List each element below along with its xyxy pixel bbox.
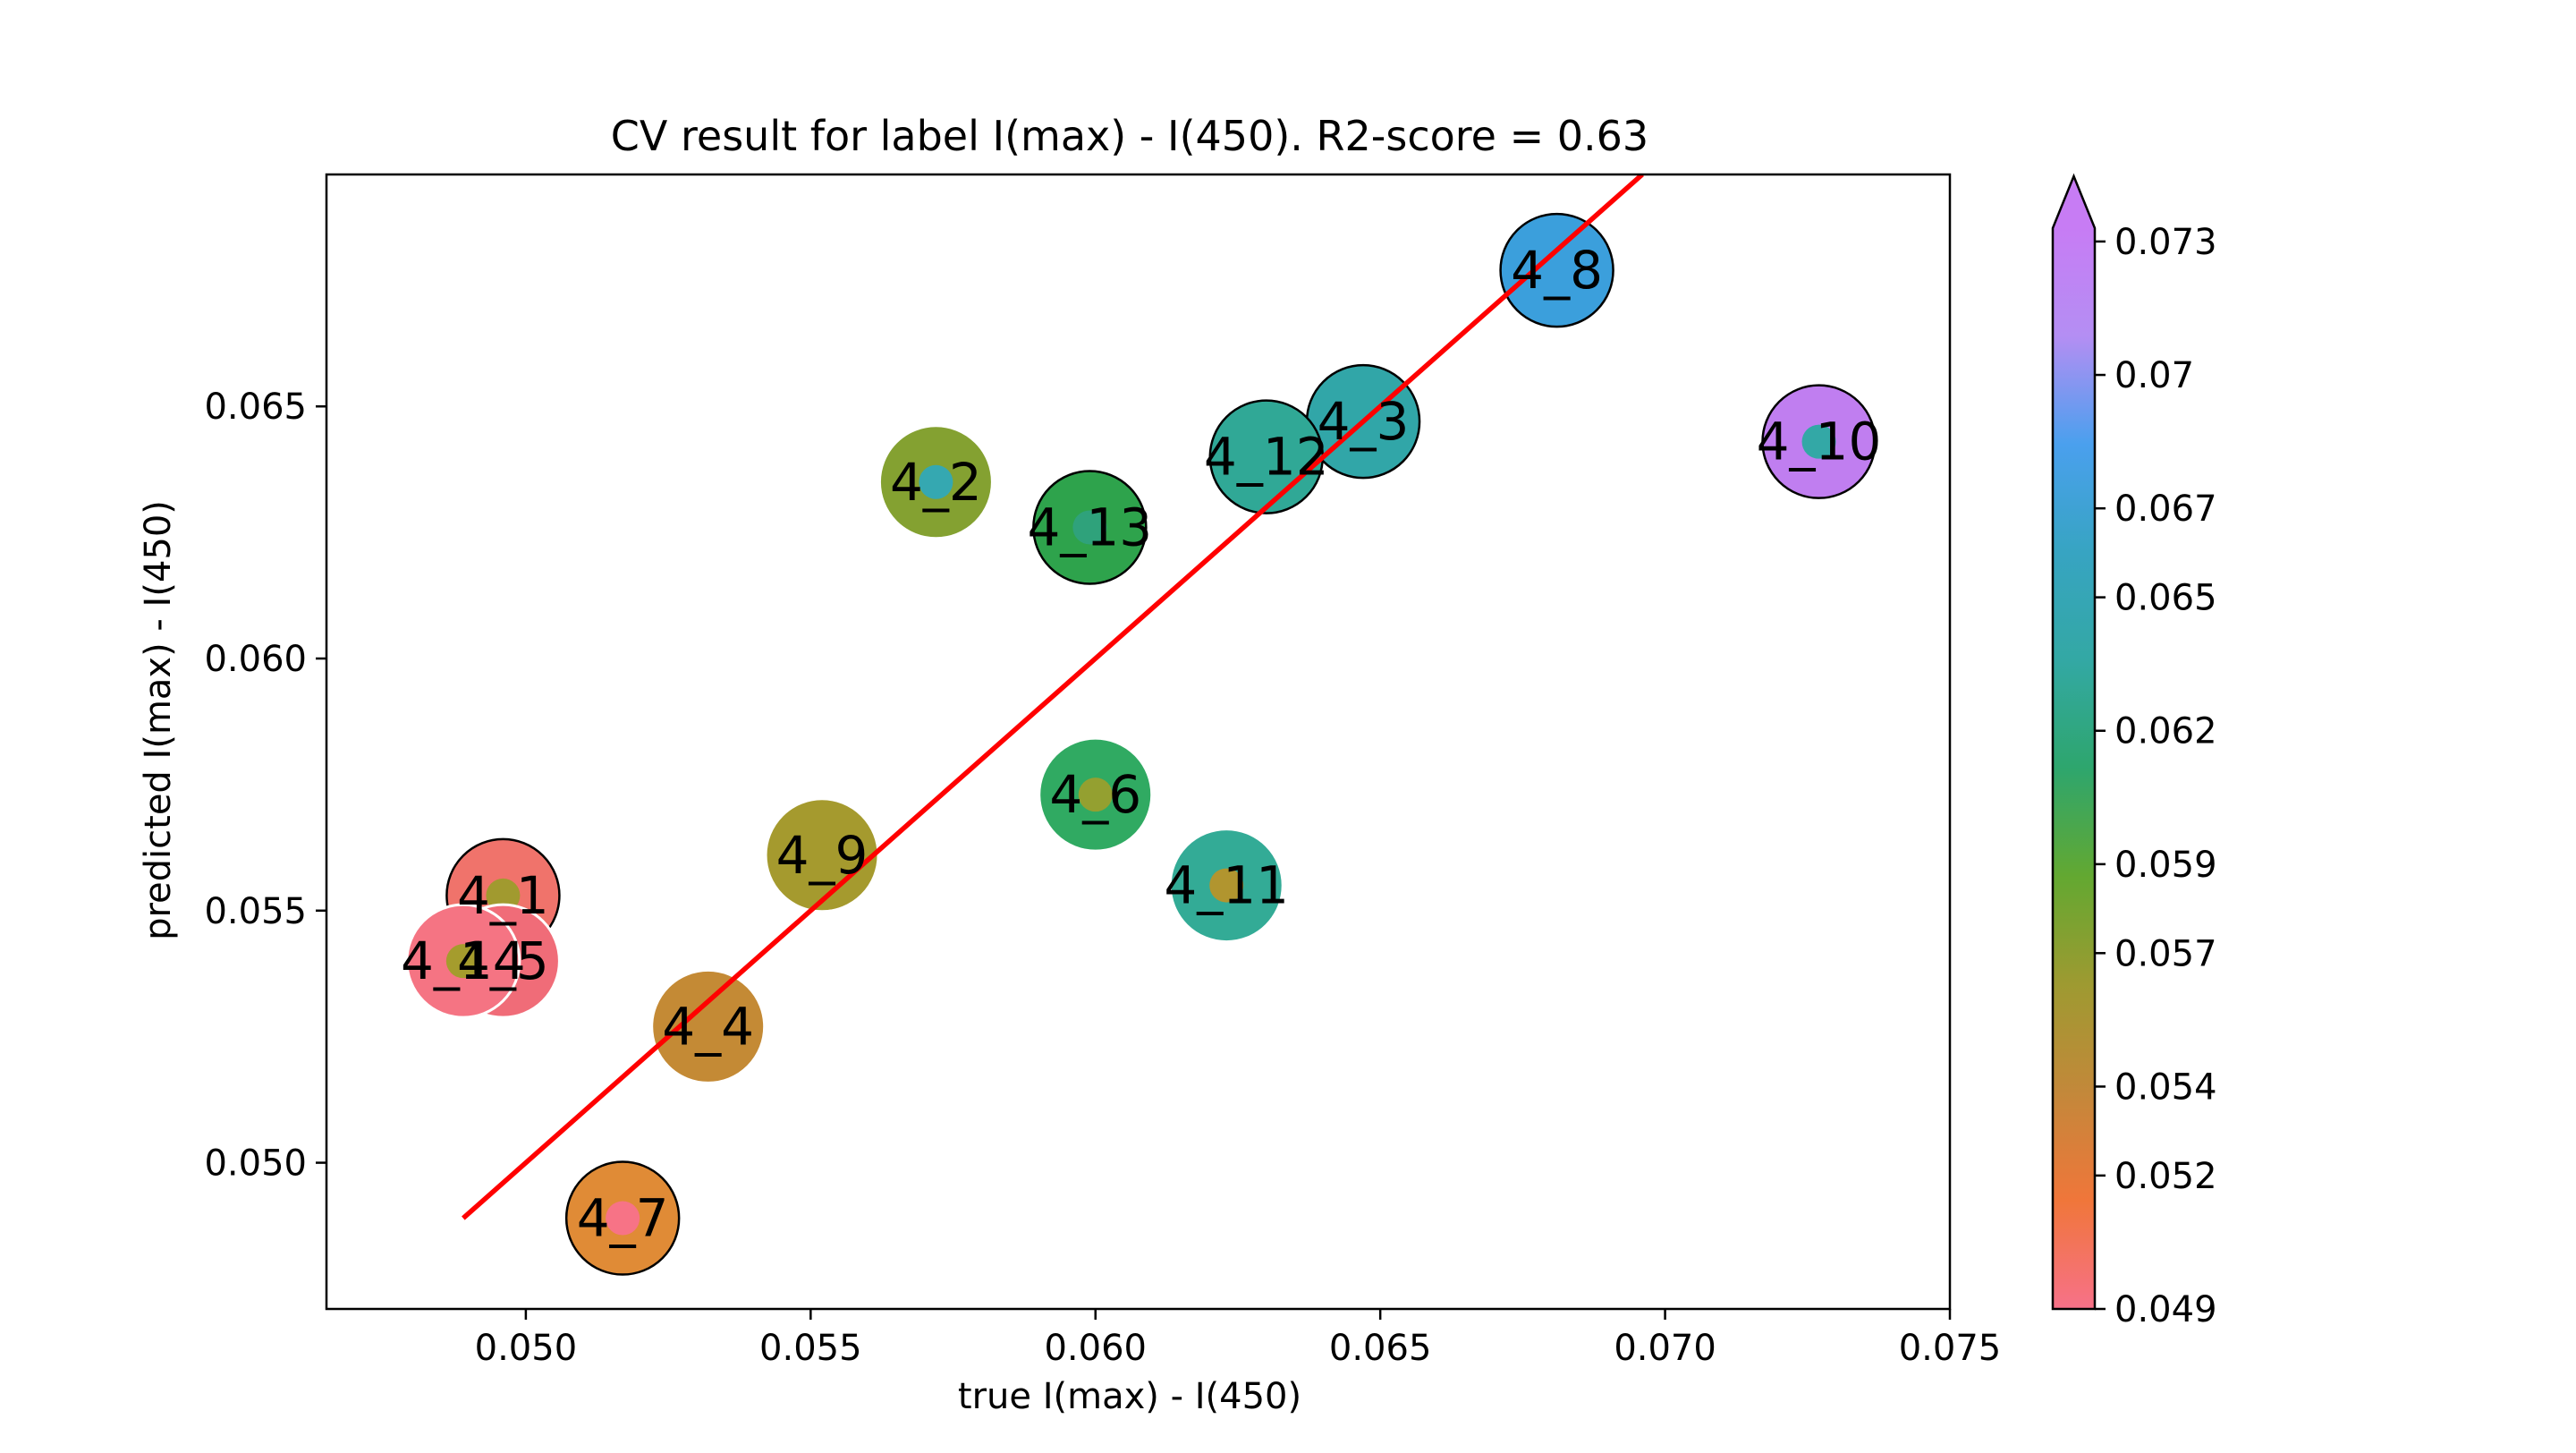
colorbar-tick-label: 0.067 xyxy=(2114,489,2217,530)
plot-area: 4_1 4_2 4_3 4_4 4_5 4_6 4_7 4_8 4_9 4_10 4_11 4_12 4… xyxy=(204,173,2002,1369)
colorbar-tick-label: 0.065 xyxy=(2114,578,2217,619)
colorbar-tick-label: 0.052 xyxy=(2114,1156,2217,1197)
colorbar: 0.049 0.052 0.054 0.057 0.059 0.062 0.065 0.067… xyxy=(2051,173,2217,1330)
data-point-inner-4_7 xyxy=(606,1201,640,1236)
data-point-inner-4_14 xyxy=(445,944,480,979)
point-label-4_4: 4_4 xyxy=(662,996,754,1057)
colorbar-tick-label: 0.07 xyxy=(2114,355,2194,396)
point-label-4_13: 4_13 xyxy=(1028,497,1153,557)
data-point-4_8 xyxy=(1499,212,1614,328)
point-label-4_2: 4_2 xyxy=(890,452,982,513)
colorbar-gradient xyxy=(2053,228,2095,1309)
x-tick-label: 0.060 xyxy=(1044,1328,1147,1369)
colorbar-tick-label: 0.073 xyxy=(2114,222,2217,263)
y-tick-label: 0.060 xyxy=(204,639,307,680)
colorbar-tick-label: 0.057 xyxy=(2114,933,2217,974)
data-points-group xyxy=(405,174,1877,1276)
colorbar-tick-label: 0.059 xyxy=(2114,845,2217,886)
data-point-inner-4_2 xyxy=(919,464,953,499)
data-point-inner-4_10 xyxy=(1801,424,1836,459)
x-axis-label: true I(max) - I(450) xyxy=(958,1376,1301,1417)
y-axis-label: predicted I(max) - I(450) xyxy=(138,500,179,940)
point-label-4_5: 4_5 xyxy=(457,930,549,991)
x-tick-label: 0.050 xyxy=(475,1328,578,1369)
data-point-inner-4_6 xyxy=(1078,777,1113,812)
point-label-4_1: 4_1 xyxy=(457,865,549,926)
point-label-4_12: 4_12 xyxy=(1204,427,1329,488)
point-label-4_7: 4_7 xyxy=(577,1188,669,1249)
point-label-4_3: 4_3 xyxy=(1318,391,1410,452)
colorbar-outline xyxy=(2051,173,2097,1311)
point-label-4_10: 4_10 xyxy=(1757,412,1882,472)
x-tick-label: 0.070 xyxy=(1614,1328,1716,1369)
y-tick-label: 0.050 xyxy=(204,1143,307,1185)
x-tick-label: 0.055 xyxy=(759,1328,862,1369)
y-tick-label: 0.055 xyxy=(204,891,307,932)
regression-line xyxy=(462,174,1644,1220)
point-label-4_6: 4_6 xyxy=(1049,764,1141,825)
colorbar-tick-label: 0.062 xyxy=(2114,711,2217,752)
colorbar-extend-arrow xyxy=(2053,176,2095,228)
point-label-4_8: 4_8 xyxy=(1511,240,1603,301)
colorbar-tick-label: 0.054 xyxy=(2114,1066,2217,1108)
y-tick-label: 0.065 xyxy=(204,387,307,428)
plot-frame xyxy=(325,173,1952,1311)
colorbar-tick-label: 0.049 xyxy=(2114,1289,2217,1330)
point-label-4_14: 4_14 xyxy=(401,930,526,991)
point-label-4_9: 4_9 xyxy=(776,825,869,886)
x-tick-label: 0.065 xyxy=(1329,1328,1432,1369)
chart-title: CV result for label I(max) - I(450). R2-… xyxy=(611,112,1648,160)
data-point-4_4 xyxy=(650,968,767,1084)
data-point-inner-4_13 xyxy=(1072,510,1107,545)
x-tick-label: 0.075 xyxy=(1899,1328,2002,1369)
point-label-4_11: 4_11 xyxy=(1164,855,1289,916)
data-point-inner-4_11 xyxy=(1209,868,1244,903)
data-point-4_9 xyxy=(764,797,880,913)
